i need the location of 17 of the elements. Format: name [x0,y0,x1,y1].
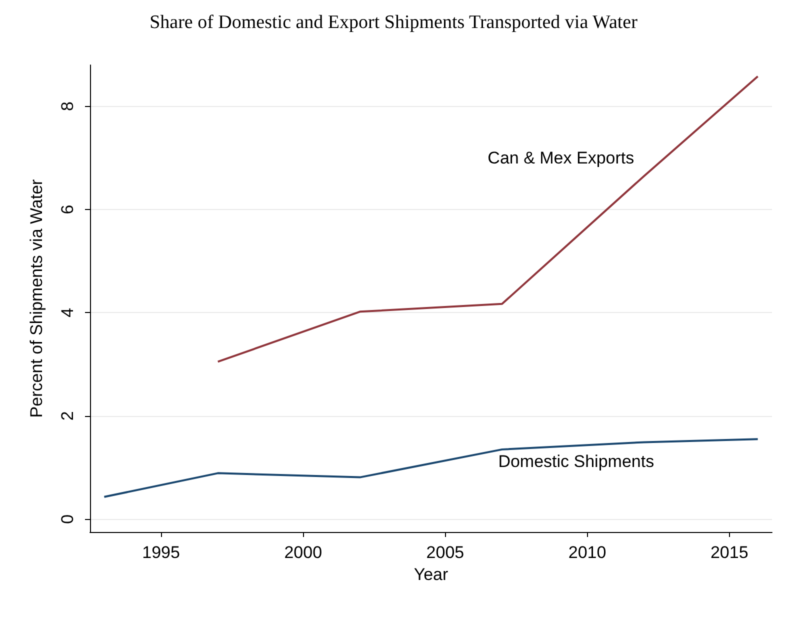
series-label: Domestic Shipments [498,452,654,472]
line-series [103,438,759,498]
x-tick-label: 1995 [142,543,180,562]
y-tick-label: 6 [58,204,77,214]
x-axis-title: Year [414,564,449,584]
x-tick-label: 2015 [710,543,748,562]
line-series [216,75,759,363]
x-tick-label: 2005 [426,543,464,562]
x-tick-label: 2010 [568,543,606,562]
y-tick-label: 8 [58,102,77,112]
series-label: Can & Mex Exports [488,148,634,168]
y-tick-label: 4 [58,308,77,318]
y-tick-label: 2 [58,411,77,421]
y-axis-title: Percent of Shipments via Water [27,178,46,418]
x-tick-label: 2000 [284,543,322,562]
chart-title: Share of Domestic and Export Shipments Transported via Water [150,12,638,33]
y-tick-label: 0 [58,514,77,524]
